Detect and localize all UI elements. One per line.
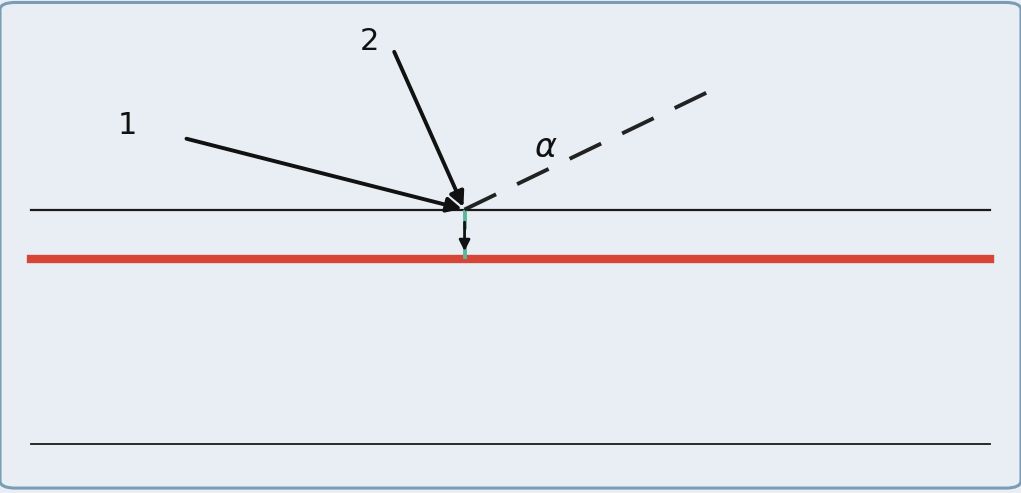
Text: $\alpha$: $\alpha$ xyxy=(534,132,558,164)
Text: 2: 2 xyxy=(360,28,379,56)
Text: 1: 1 xyxy=(118,111,137,140)
